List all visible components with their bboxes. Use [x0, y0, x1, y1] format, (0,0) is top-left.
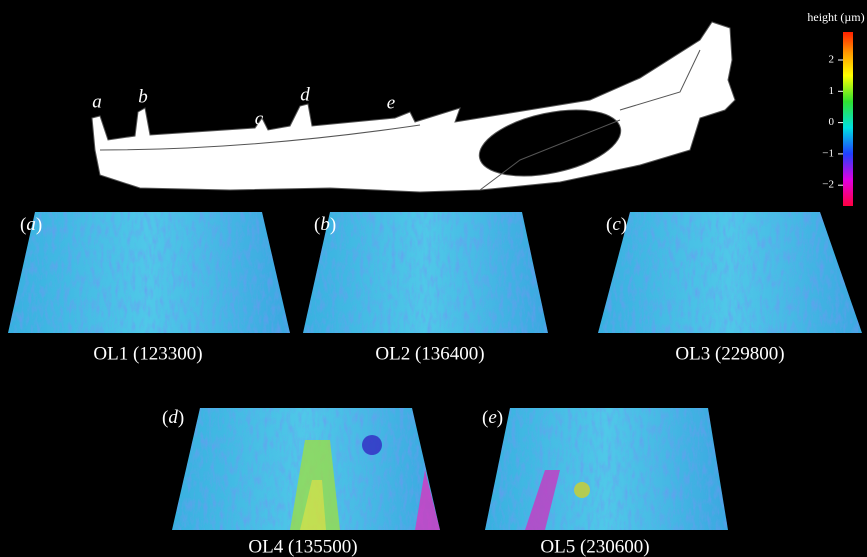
- surface-image: [485, 408, 728, 530]
- panel-label: (c): [606, 214, 627, 235]
- panel-label: (b): [314, 214, 336, 235]
- panel-caption: OL1 (123300): [93, 343, 202, 364]
- panel-letter: b: [320, 214, 330, 235]
- colorbar-tick-label: 2: [829, 54, 835, 66]
- colorbar-tick-label: 0: [829, 116, 835, 128]
- colorbar-tick-label: −1: [822, 147, 834, 159]
- colorbar: height (µm): [807, 10, 864, 206]
- panel-caption: OL2 (136400): [375, 343, 484, 364]
- panel-letter: d: [168, 407, 178, 428]
- surface-image: [8, 212, 290, 333]
- panel-label: (a): [20, 214, 42, 235]
- colorbar-label: height (µm): [807, 10, 864, 24]
- panel-letter: e: [488, 407, 496, 428]
- tooth-label: d: [300, 84, 310, 105]
- colorbar-tick-label: −2: [822, 179, 834, 191]
- panel-label: (d): [162, 407, 184, 428]
- panel-label: (e): [482, 407, 503, 428]
- panel-letter: c: [612, 214, 621, 235]
- panel-caption: OL3 (229800): [675, 343, 784, 364]
- panel-caption: OL5 (230600): [540, 536, 649, 557]
- tooth-label: b: [138, 86, 148, 107]
- figure: height (µm) 2 1 0 −1 −2 a b c d e (a) OL1 (123300…: [0, 0, 867, 557]
- colorbar-tick-label: 1: [829, 85, 835, 97]
- colorbar-gradient: [843, 32, 853, 206]
- panel-caption: OL4 (135500): [248, 536, 357, 557]
- tooth-label: c: [255, 108, 264, 129]
- surface-image: [303, 212, 548, 333]
- surfaces: [8, 212, 862, 530]
- surface-image: [598, 212, 862, 333]
- jaw-drawing: [92, 22, 735, 192]
- tooth-label: e: [387, 92, 395, 113]
- panel-letter: a: [26, 214, 36, 235]
- tooth-label: a: [92, 91, 102, 112]
